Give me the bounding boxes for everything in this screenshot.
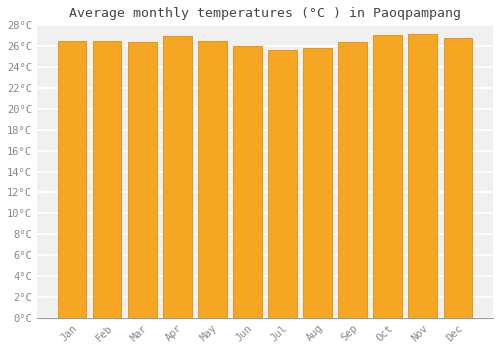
Bar [58, 41, 86, 318]
Title: Average monthly temperatures (°C ) in Paoqpampang: Average monthly temperatures (°C ) in Pa… [69, 7, 461, 20]
Bar [338, 42, 367, 318]
Bar [163, 36, 192, 318]
Bar [198, 41, 226, 318]
Bar [268, 50, 297, 318]
Bar [374, 35, 402, 318]
Bar [92, 41, 122, 318]
Bar [233, 46, 262, 318]
Bar [444, 38, 472, 318]
Bar [128, 42, 156, 318]
Bar [303, 48, 332, 318]
Bar [408, 34, 437, 318]
